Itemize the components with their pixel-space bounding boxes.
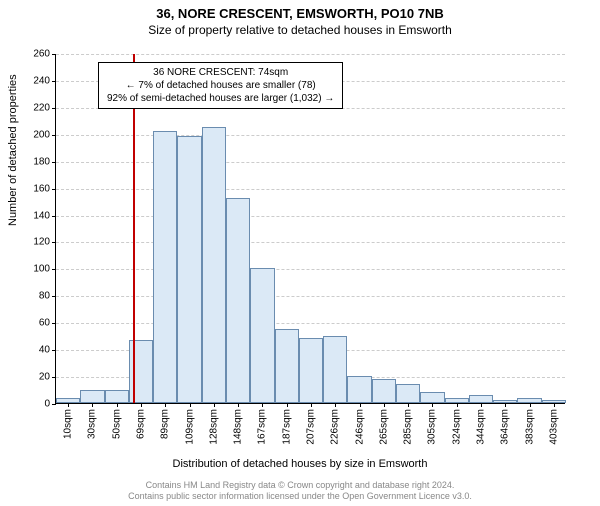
x-tick-label: 383sqm	[524, 409, 535, 445]
y-tick-label: 0	[44, 399, 56, 410]
x-tick-label: 324sqm	[451, 409, 462, 445]
x-tick-label: 30sqm	[87, 409, 98, 439]
y-tick-label: 60	[39, 318, 56, 329]
x-tick-label: 50sqm	[111, 409, 122, 439]
annotation-line2: ← 7% of detached houses are smaller (78)	[107, 79, 334, 92]
y-tick-label: 240	[33, 75, 56, 86]
annotation-line1: 36 NORE CRESCENT: 74sqm	[107, 66, 334, 79]
x-tick	[117, 403, 118, 407]
y-tick-label: 120	[33, 237, 56, 248]
x-tick	[238, 403, 239, 407]
copyright-notice: Contains HM Land Registry data © Crown c…	[0, 480, 600, 502]
chart-title-main: 36, NORE CRESCENT, EMSWORTH, PO10 7NB	[0, 6, 600, 21]
histogram-bar	[153, 131, 177, 403]
histogram-bar	[250, 268, 274, 403]
x-tick	[141, 403, 142, 407]
x-tick	[530, 403, 531, 407]
x-tick-label: 305sqm	[427, 409, 438, 445]
y-tick-label: 20	[39, 372, 56, 383]
x-tick	[262, 403, 263, 407]
x-tick-label: 10sqm	[63, 409, 74, 439]
y-tick-label: 100	[33, 264, 56, 275]
x-tick	[92, 403, 93, 407]
x-tick	[287, 403, 288, 407]
x-tick-label: 69sqm	[136, 409, 147, 439]
histogram-bar	[372, 379, 396, 403]
x-tick-label: 128sqm	[208, 409, 219, 445]
annotation-box: 36 NORE CRESCENT: 74sqm← 7% of detached …	[98, 62, 343, 109]
y-tick-label: 140	[33, 210, 56, 221]
x-tick-label: 226sqm	[330, 409, 341, 445]
x-tick	[165, 403, 166, 407]
y-tick-label: 180	[33, 156, 56, 167]
histogram-bar	[347, 376, 371, 403]
x-tick	[68, 403, 69, 407]
histogram-bar	[226, 198, 250, 403]
y-tick-label: 220	[33, 102, 56, 113]
x-tick	[335, 403, 336, 407]
histogram-bar	[177, 136, 201, 403]
x-tick-label: 148sqm	[233, 409, 244, 445]
histogram-bar	[105, 390, 129, 403]
x-tick-label: 109sqm	[184, 409, 195, 445]
x-tick	[554, 403, 555, 407]
histogram-bar	[299, 338, 323, 403]
chart-plot-area: 02040608010012014016018020022024026010sq…	[55, 54, 565, 404]
y-tick-label: 200	[33, 129, 56, 140]
x-tick	[505, 403, 506, 407]
y-axis-label: Number of detached properties	[7, 74, 19, 226]
x-tick	[214, 403, 215, 407]
histogram-bar	[396, 384, 420, 403]
x-tick-label: 265sqm	[378, 409, 389, 445]
chart-title-sub: Size of property relative to detached ho…	[0, 23, 600, 37]
histogram-bar	[80, 390, 104, 403]
x-tick-label: 167sqm	[257, 409, 268, 445]
histogram-bar	[202, 127, 226, 403]
x-tick	[384, 403, 385, 407]
x-tick-label: 285sqm	[403, 409, 414, 445]
histogram-bar	[275, 329, 299, 403]
y-tick-label: 260	[33, 49, 56, 60]
x-tick-label: 344sqm	[476, 409, 487, 445]
y-tick-label: 160	[33, 183, 56, 194]
x-tick-label: 187sqm	[281, 409, 292, 445]
x-tick	[457, 403, 458, 407]
x-tick	[311, 403, 312, 407]
annotation-line3: 92% of semi-detached houses are larger (…	[107, 92, 334, 105]
histogram-bar	[469, 395, 493, 403]
x-tick-label: 364sqm	[500, 409, 511, 445]
histogram-bar	[323, 336, 347, 403]
y-tick-label: 40	[39, 345, 56, 356]
x-tick	[190, 403, 191, 407]
x-tick-label: 403sqm	[548, 409, 559, 445]
x-tick	[360, 403, 361, 407]
x-tick	[481, 403, 482, 407]
copyright-line1: Contains HM Land Registry data © Crown c…	[0, 480, 600, 491]
x-tick-label: 207sqm	[306, 409, 317, 445]
x-tick-label: 246sqm	[354, 409, 365, 445]
y-tick-label: 80	[39, 291, 56, 302]
x-tick	[432, 403, 433, 407]
histogram-bar	[420, 392, 444, 403]
x-axis-label: Distribution of detached houses by size …	[0, 458, 600, 470]
copyright-line2: Contains public sector information licen…	[0, 491, 600, 502]
x-tick-label: 89sqm	[160, 409, 171, 439]
x-tick	[408, 403, 409, 407]
